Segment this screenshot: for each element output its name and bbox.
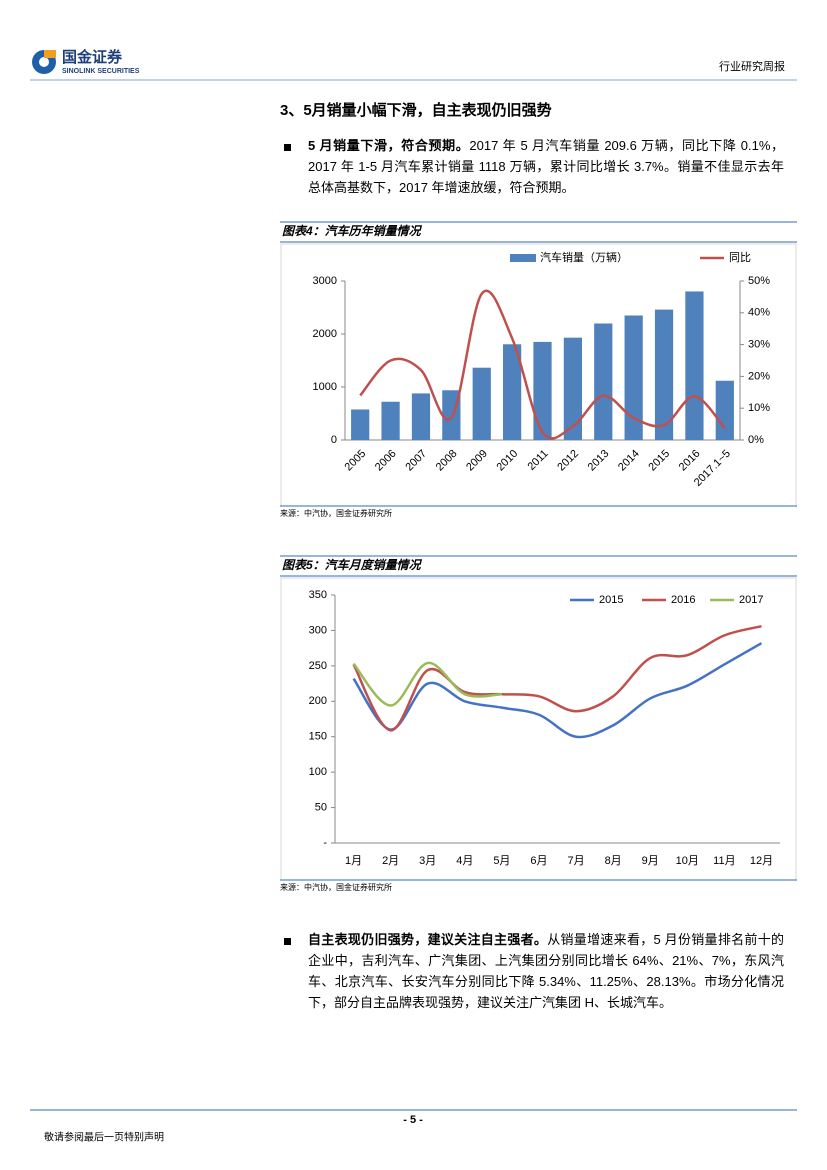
x-tick-label: 2月 [382, 855, 399, 867]
y-tick-label: 300 [309, 624, 327, 636]
y2-tick-label: 50% [748, 275, 770, 287]
x-tick-label: 8月 [605, 855, 622, 867]
x-tick-label: 2013 [586, 448, 612, 474]
x-tick-label: 2015 [646, 448, 672, 474]
x-tick-label: 3月 [419, 855, 436, 867]
bullet [284, 144, 291, 151]
paragraph-text: 2017 年 5 月汽车销量 209.6 万辆，同比下降 0.1%，2017 年… [308, 138, 785, 195]
logo-icon-inner [39, 57, 49, 67]
x-tick-label: 2010 [494, 448, 520, 474]
paragraph-lead: 自主表现仍旧强势，建议关注自主强者。 [308, 932, 548, 947]
y-tick-label: 100 [309, 766, 327, 778]
figure-title: 图表4：汽车历年销量情况 [282, 224, 423, 238]
x-tick-label: 2008 [434, 448, 460, 474]
bar [563, 337, 582, 440]
x-tick-label: 2009 [464, 448, 490, 474]
y2-tick-label: 0% [748, 434, 764, 446]
bar [533, 341, 552, 440]
paragraph-text: 从销量增速来看，5 月份销量排名前十的企业中，吉利汽车、广汽集团、上汽集团分别同… [308, 932, 784, 1010]
report-type: 行业研究周报 [719, 59, 785, 73]
y-tick-label: - [323, 837, 327, 849]
figure-source: 来源：中汽协，国金证券研究所 [280, 882, 392, 892]
x-tick-label: 2012 [555, 448, 581, 474]
y-tick-label: 250 [309, 660, 327, 672]
y-tick-label: 2000 [313, 328, 337, 340]
x-tick-label: 4月 [456, 855, 473, 867]
y-tick-label: 350 [309, 589, 327, 601]
paragraph-lead: 5 月销量下滑，符合预期。 [308, 138, 470, 153]
bar [624, 315, 643, 440]
x-tick-label: 2005 [343, 448, 369, 474]
x-tick-label: 6月 [530, 855, 547, 867]
legend-label: 汽车销量（万辆） [540, 250, 628, 264]
y2-tick-label: 30% [748, 339, 770, 351]
disclaimer: 敬请参阅最后一页特别声明 [44, 1131, 164, 1144]
x-tick-label: 9月 [642, 855, 659, 867]
paragraph: 5 月销量下滑，符合预期。2017 年 5 月汽车销量 209.6 万辆，同比下… [308, 135, 784, 198]
line-series [352, 642, 763, 739]
x-tick-label: 2014 [616, 448, 642, 474]
company-name: 国金证券 [62, 48, 123, 66]
bar [503, 344, 522, 440]
legend-label: 2016 [671, 594, 695, 606]
bullet [284, 938, 291, 945]
paragraph: 自主表现仍旧强势，建议关注自主强者。从销量增速来看，5 月份销量排名前十的企业中… [308, 929, 784, 1013]
bar [411, 393, 431, 440]
y-tick-label: 0 [331, 434, 337, 446]
bar [594, 323, 613, 440]
y2-tick-label: 20% [748, 370, 770, 382]
y-tick-label: 150 [309, 731, 327, 743]
y2-tick-label: 10% [748, 402, 770, 414]
x-tick-label: 2007 [403, 448, 429, 474]
line-series [352, 661, 502, 707]
bar [351, 409, 370, 440]
x-tick-label: 2011 [525, 448, 550, 473]
bar [472, 367, 491, 440]
chart-frame [280, 577, 797, 881]
company-name-en: SINOLINK SECURITIES [62, 68, 140, 75]
figure-title: 图表5：汽车月度销量情况 [282, 558, 423, 572]
y2-tick-label: 40% [748, 307, 770, 319]
figure-source: 来源：中汽协，国金证券研究所 [280, 508, 392, 518]
legend-label: 2017 [739, 594, 763, 606]
section-title: 3、5月销量小幅下滑，自主表现仍旧强势 [280, 101, 552, 119]
page-number: - 5 - [403, 1114, 423, 1126]
x-tick-label: 2016 [677, 448, 703, 474]
bar [381, 401, 400, 440]
x-tick-label: 2006 [373, 448, 399, 474]
legend-swatch [510, 254, 536, 262]
bar [685, 291, 704, 440]
line-series [352, 624, 762, 732]
line-series [359, 289, 726, 440]
x-tick-label: 12月 [750, 855, 773, 867]
y-tick-label: 1000 [313, 381, 337, 393]
logo-icon-accent [44, 50, 56, 58]
y-tick-label: 50 [315, 801, 327, 813]
legend-label: 同比 [729, 251, 751, 264]
y-tick-label: 200 [309, 695, 327, 707]
bar [715, 380, 734, 440]
bar [654, 309, 674, 440]
x-tick-label: 10月 [676, 855, 699, 867]
x-tick-label: 11月 [713, 855, 735, 867]
x-tick-label: 7月 [567, 855, 584, 867]
legend-label: 2015 [599, 594, 623, 606]
y-tick-label: 3000 [313, 275, 337, 287]
x-tick-label: 1月 [345, 855, 362, 867]
x-tick-label: 5月 [493, 855, 510, 867]
